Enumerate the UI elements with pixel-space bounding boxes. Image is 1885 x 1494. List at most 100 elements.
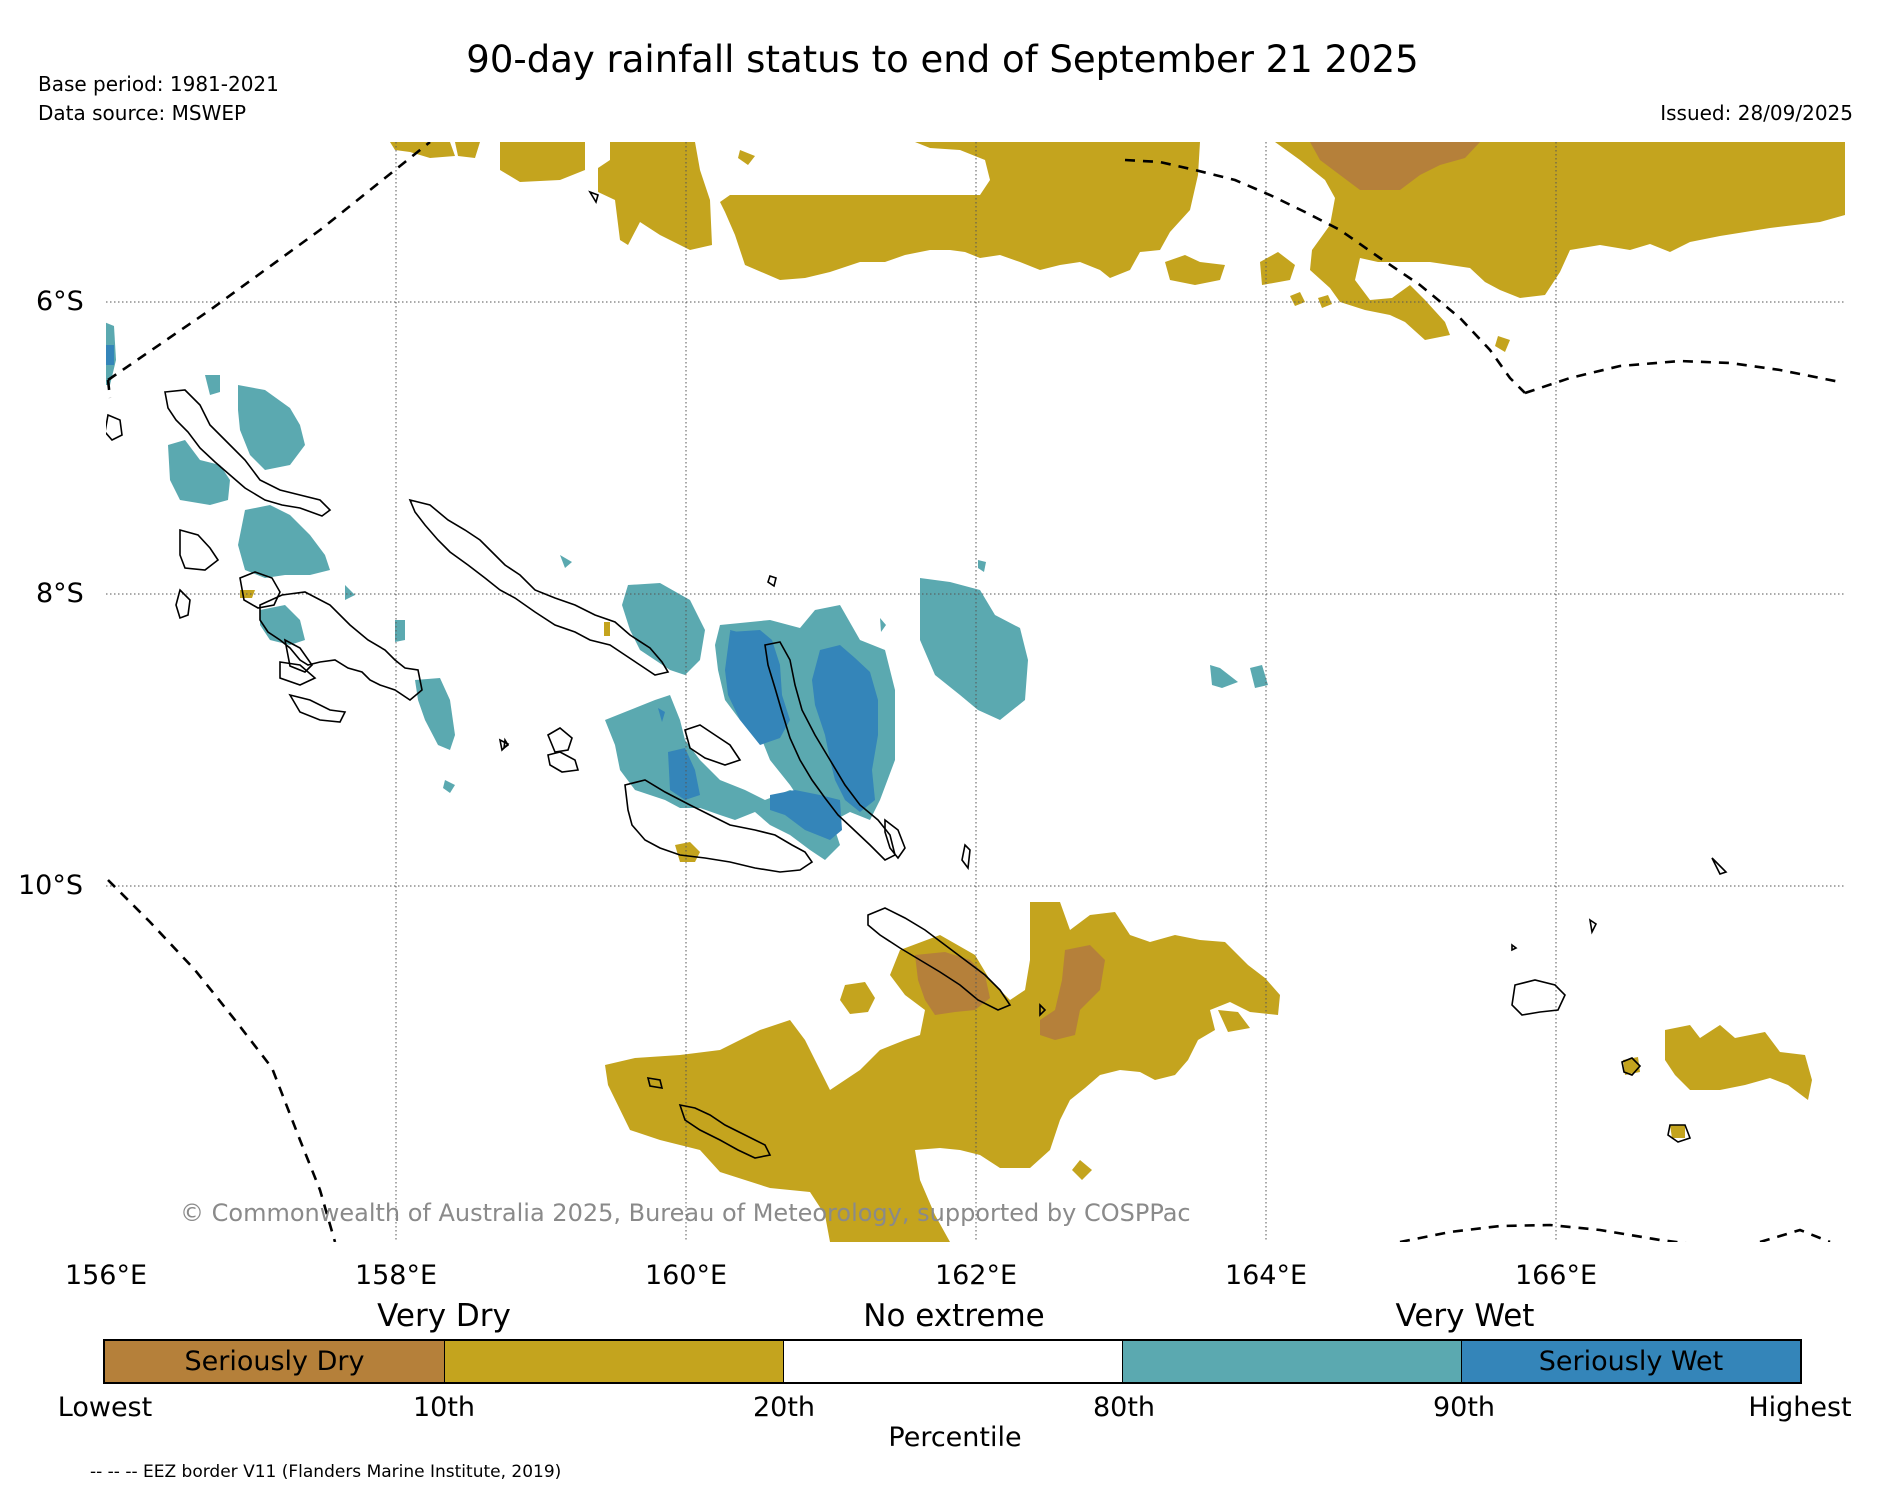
very-wet-region [260,605,305,645]
eez-footnote: -- -- -- EEZ border V11 (Flanders Marine… [90,1462,562,1482]
seriously-wet-region [658,708,665,722]
very-wet-region [978,560,986,572]
ulawa-coast [1039,1003,1047,1017]
very-wet-region [345,585,355,600]
copyright-notice: © Commonwealth of Australia 2025, Bureau… [180,1199,1191,1227]
very-wet-region [238,505,330,578]
island-coast [1511,979,1566,1016]
malaita-coast [764,641,896,861]
legend-segment-very-dry [444,1341,783,1382]
legend-segment-label: Seriously Wet [1538,1346,1724,1377]
very-wet-region [920,578,1028,720]
very-dry-region [1670,1125,1685,1138]
very-dry-region [604,622,610,636]
russell-islands-coast [546,727,573,753]
lon-label-156e: 156°E [64,1260,148,1291]
legend-colorbar: Seriously Dry Seriously Wet [103,1339,1802,1384]
small-malaita-coast [884,818,906,860]
legend-heading-very-dry: Very Dry [377,1298,511,1334]
rennell-island-coast [678,1103,772,1159]
very-dry-region [605,902,1280,1242]
lon-label-158e: 158°E [354,1260,438,1291]
santa-isabel-coast [408,498,670,676]
very-wet-region [205,375,220,395]
bellona-coast [646,1077,664,1089]
island-coast [961,843,971,871]
percentile-label-highest: Highest [1748,1392,1852,1423]
issued-date: Issued: 28/09/2025 [1660,101,1853,125]
very-wet-region [880,618,886,632]
very-dry-region [390,142,455,158]
seriously-dry-region [1040,945,1105,1040]
very-dry-region [1165,255,1225,285]
percentile-label-20th: 20th [752,1392,816,1423]
island-coast [1621,1057,1642,1076]
very-dry-region [1290,292,1305,306]
legend-segment-label: Seriously Dry [184,1346,365,1377]
very-dry-region [1218,1010,1250,1032]
very-dry-region [1275,142,1845,340]
choiseul-island-coast [164,389,332,517]
legend-segment-very-wet [1122,1341,1461,1382]
seriously-wet-region [668,748,700,800]
lon-label-162e: 162°E [934,1260,1018,1291]
very-dry-region [1665,1025,1812,1100]
very-dry-region [598,142,712,250]
legend-segment-no-extreme [783,1341,1122,1382]
legend-heading-very-wet: Very Wet [1395,1298,1535,1334]
very-wet-region [1210,665,1238,688]
very-dry-region [738,150,755,165]
vella-lavella-coast [283,638,314,673]
guadalcanal-coast [624,779,814,873]
data-source: Data source: MSWEP [38,101,247,125]
map-area [106,142,1846,1242]
very-wet-region [395,620,405,642]
island-coast [288,693,347,723]
percentile-label-10th: 10th [412,1392,476,1423]
very-dry-region [455,142,480,158]
legend-heading-no-extreme: No extreme [863,1298,1045,1334]
very-dry-region [1072,1160,1092,1180]
graticule [106,142,1846,1242]
island-coast [1511,943,1518,952]
base-period: Base period: 1981-2021 [38,72,279,96]
seriously-wet-region [812,645,878,812]
very-dry-region [1318,295,1332,308]
very-wet-region [560,555,572,568]
very-wet-region [168,440,230,505]
nggela-islands-coast [684,724,742,766]
island-coast [1588,918,1598,935]
bougainville-coast [106,413,123,441]
rendova-coast [279,661,317,686]
shortland-islands-coast [179,528,220,571]
lat-label-8s: 8°S [36,578,84,609]
lat-label-10s: 10°S [18,870,83,901]
lon-label-166e: 166°E [1514,1260,1598,1291]
lon-label-160e: 160°E [644,1260,728,1291]
island-coast [1667,1124,1692,1143]
map-title: 90-day rainfall status to end of Septemb… [466,38,1419,81]
percentile-label-90th: 90th [1432,1392,1496,1423]
very-dry-region [500,142,585,182]
seriously-wet-region [725,630,790,745]
eez-border [106,142,1841,1242]
percentile-label-lowest: Lowest [57,1392,153,1423]
legend-segment-seriously-dry: Seriously Dry [105,1341,444,1382]
seriously-wet-region [106,345,114,365]
very-dry-region [840,982,875,1014]
percentile-axis-label: Percentile [888,1422,1022,1453]
island-coast [1711,857,1728,875]
island-coast [175,588,191,620]
very-wet-region [415,678,455,750]
island-coast [767,574,777,588]
island-coast [547,751,580,773]
lon-label-164e: 164°E [1224,1260,1308,1291]
very-dry-region [720,142,1200,280]
very-wet-region [605,695,840,860]
makira-coast [867,907,1012,1011]
very-wet-region [238,385,305,470]
very-wet-region [443,780,455,793]
seriously-wet-region [770,790,842,840]
island-coast [588,190,599,204]
